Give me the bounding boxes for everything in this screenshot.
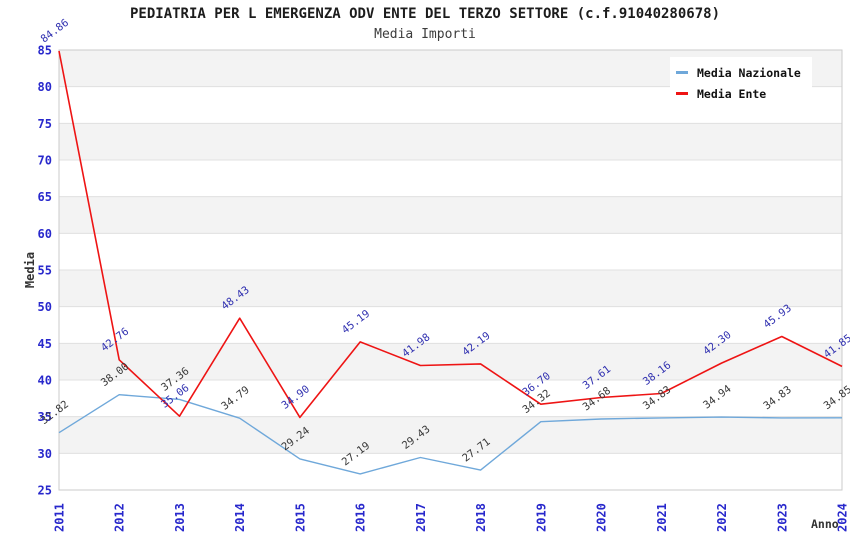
y-tick-label: 35 xyxy=(38,410,52,424)
x-tick-label: 2014 xyxy=(233,503,247,532)
plot-border xyxy=(58,49,843,491)
y-tick-label: 50 xyxy=(38,300,52,314)
grid-band xyxy=(59,270,842,307)
y-tick-label: 60 xyxy=(38,227,52,241)
y-tick-label: 25 xyxy=(38,484,52,498)
x-tick-label: 2012 xyxy=(113,503,127,532)
y-tick-label: 70 xyxy=(38,154,52,168)
x-tick-label: 2018 xyxy=(474,503,488,532)
grid-band xyxy=(59,416,842,454)
legend-label: Media Nazionale xyxy=(697,65,801,80)
x-tick-label: 2016 xyxy=(354,503,368,532)
y-axis-title: Media xyxy=(23,251,37,289)
data-label: 34.83 xyxy=(761,384,793,413)
grid-band xyxy=(59,343,842,380)
x-tick-label: 2017 xyxy=(414,503,428,532)
data-label: 34.79 xyxy=(219,384,251,413)
x-axis-title: Anno xyxy=(811,517,839,531)
legend: Media Nazionale Media Ente xyxy=(670,57,812,109)
x-tick-label: 2022 xyxy=(715,503,729,532)
x-tick-label: 2013 xyxy=(173,503,187,532)
x-tick-label: 2024 xyxy=(836,503,850,532)
chart-subtitle: Media Importi xyxy=(374,27,476,42)
series-line-media-ente xyxy=(58,50,843,419)
y-tick-label: 85 xyxy=(38,44,52,58)
data-label: 34.94 xyxy=(701,383,733,412)
data-label: 45.19 xyxy=(340,308,372,337)
legend-label: Media Ente xyxy=(697,86,767,101)
y-tick-label: 40 xyxy=(38,374,52,388)
x-tick-label: 2023 xyxy=(775,503,789,532)
x-tick-label: 2021 xyxy=(655,503,669,532)
x-tick-label: 2020 xyxy=(595,503,609,532)
legend-item-media-ente[interactable]: Media Ente xyxy=(676,83,812,104)
y-tick-label: 30 xyxy=(38,447,52,461)
x-tick-label: 2015 xyxy=(293,503,307,532)
legend-line-swatch-icon xyxy=(676,92,688,95)
x-tick-label: 2011 xyxy=(53,503,67,532)
y-tick-label: 45 xyxy=(38,337,52,351)
x-tick-label: 2019 xyxy=(534,503,548,532)
legend-item-media-nazionale[interactable]: Media Nazionale xyxy=(676,62,812,83)
series-line-media-nazionale xyxy=(58,394,843,475)
y-tick-label: 75 xyxy=(38,117,52,131)
data-label: 84.86 xyxy=(39,17,71,46)
legend-line-swatch-icon xyxy=(676,71,688,74)
grid-band xyxy=(59,196,842,234)
y-tick-label: 55 xyxy=(38,264,52,278)
data-label: 34.83 xyxy=(641,384,673,413)
y-tick-label: 80 xyxy=(38,80,52,94)
grid-band xyxy=(59,123,842,160)
data-label: 34.85 xyxy=(822,384,850,413)
y-tick-label: 65 xyxy=(38,190,52,204)
chart-title: PEDIATRIA PER L EMERGENZA ODV ENTE DEL T… xyxy=(129,6,720,22)
